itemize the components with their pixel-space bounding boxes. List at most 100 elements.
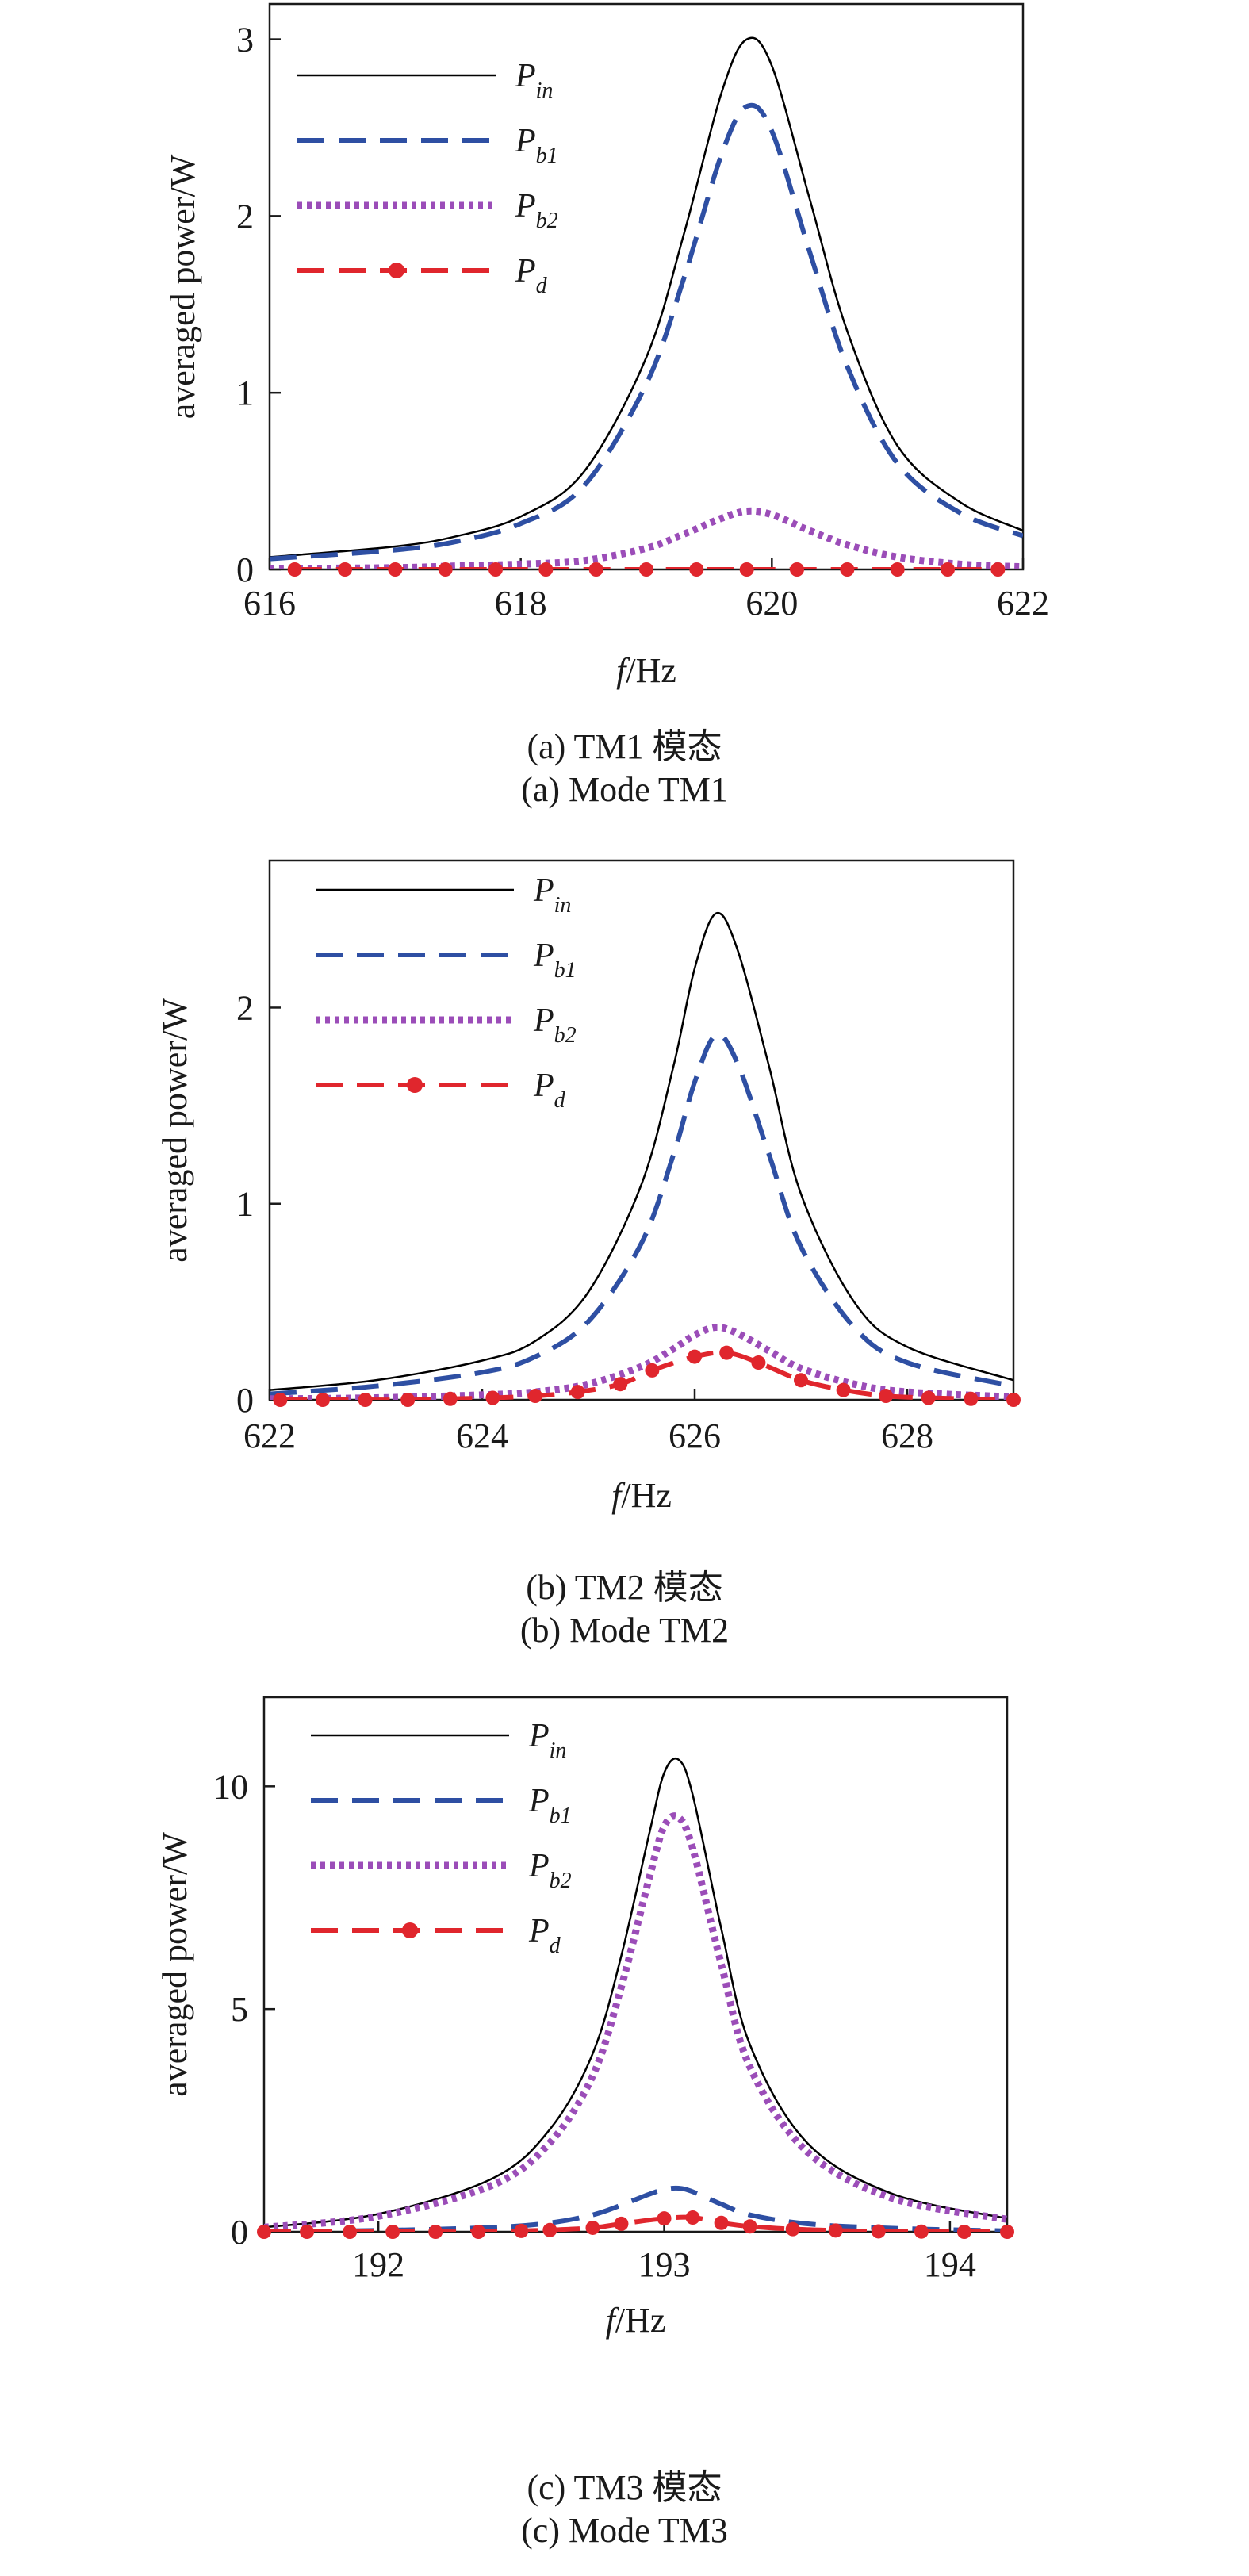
y-axis-label: averaged power/W <box>155 998 194 1263</box>
chart-b-svg: 622 624 626 628 0 1 2 f/Hz averaged power/W Pin Pb… <box>155 859 1021 1515</box>
x-axis-label-unit: /Hz <box>626 651 676 690</box>
x-axis-label: f/Hz <box>616 651 676 690</box>
caption-cn-c: (c) TM3 模态 <box>527 2468 722 2507</box>
x-tick-label: 192 <box>352 2245 404 2284</box>
x-tick-label: 622 <box>243 1416 296 1455</box>
data-point-pd <box>751 1355 766 1370</box>
data-point-pd <box>685 2210 700 2225</box>
legend-label-pd: Pd <box>528 1913 561 1958</box>
data-point-pd <box>485 1390 500 1405</box>
legend-label-pb1: Pb1 <box>528 1783 572 1828</box>
legend-label-pb1: Pb1 <box>533 937 577 983</box>
data-point-pd <box>990 562 1006 577</box>
y-tick-label: 1 <box>236 374 254 412</box>
data-point-pd <box>689 562 704 577</box>
data-point-pd <box>794 1373 808 1388</box>
chart-panel-a: 616 618 620 622 0 1 2 3 f/Hz averaged power/W Pin P… <box>0 0 1249 825</box>
legend-label-pd: Pd <box>533 1068 566 1113</box>
data-point-pd <box>1000 2225 1014 2239</box>
data-point-pd <box>964 1391 979 1406</box>
data-point-pd <box>1006 1393 1021 1407</box>
data-point-pd <box>714 2215 729 2230</box>
y-tick-label: 2 <box>236 988 254 1027</box>
data-point-pd <box>343 2225 358 2239</box>
data-point-pd <box>538 562 554 577</box>
legend-label-pb2: Pb2 <box>528 1848 572 1893</box>
chart-a-svg: 616 618 620 622 0 1 2 3 f/Hz averaged power/W Pin P… <box>163 2 1049 690</box>
data-point-pd <box>836 1382 851 1397</box>
data-point-pd <box>657 2211 672 2226</box>
caption-en-c: (c) Mode TM3 <box>521 2511 728 2550</box>
x-tick-label: 194 <box>924 2245 976 2284</box>
data-point-pd <box>443 1391 458 1406</box>
data-point-pd <box>645 1363 660 1378</box>
data-point-pd <box>542 2222 557 2237</box>
plot-frame <box>262 1696 1009 2233</box>
y-tick-label: 0 <box>236 1381 254 1420</box>
y-tick-label: 5 <box>231 1990 248 2029</box>
data-point-pd <box>438 562 453 577</box>
data-point-pd <box>785 2221 800 2237</box>
y-tick-label: 0 <box>231 2213 248 2252</box>
series-line-pin <box>270 36 1023 558</box>
legend-marker-pd <box>389 263 404 278</box>
x-tick-label: 616 <box>243 584 296 623</box>
y-tick-label: 1 <box>236 1185 254 1224</box>
data-point-pd <box>570 1385 585 1400</box>
data-point-pd <box>879 1389 894 1404</box>
y-tick-label: 10 <box>213 1767 248 1806</box>
series-line-pb2 <box>264 1812 1007 2231</box>
data-point-pd <box>273 1393 288 1407</box>
data-point-pd <box>300 2225 315 2239</box>
data-point-pd <box>890 562 905 577</box>
legend-marker-pd <box>407 1077 423 1093</box>
series-line-pin <box>264 1757 1007 2229</box>
data-point-pd <box>921 1390 936 1405</box>
data-point-pd <box>400 1393 416 1407</box>
x-tick-label: 620 <box>745 584 798 623</box>
x-axis-label-unit: /Hz <box>615 2301 666 2340</box>
data-point-pd <box>287 562 302 577</box>
data-point-pd <box>828 2223 843 2238</box>
y-tick-label: 0 <box>236 550 254 589</box>
data-point-pd <box>941 562 955 577</box>
data-point-pd <box>614 2216 629 2231</box>
x-tick-label: 193 <box>638 2245 691 2284</box>
caption-en-a: (a) Mode TM1 <box>521 770 728 809</box>
caption-en-b: (b) Mode TM2 <box>519 1611 730 1650</box>
legend-label-pb1: Pb1 <box>515 123 558 168</box>
data-point-pd <box>428 2225 443 2239</box>
y-tick-label: 2 <box>236 197 254 236</box>
data-point-pd <box>471 2225 486 2239</box>
legend-marker-pd <box>402 1922 418 1938</box>
x-tick-label: 622 <box>997 584 1049 623</box>
legend-label-pin: Pin <box>528 1718 566 1763</box>
x-axis-label: f/Hz <box>606 2301 666 2340</box>
caption-cn-a: (a) TM1 模态 <box>527 727 722 766</box>
data-point-pd <box>338 562 352 577</box>
series-line-pb1 <box>270 102 1023 562</box>
plot-frame <box>268 859 1015 1401</box>
data-point-pd <box>790 562 804 577</box>
y-tick-label: 3 <box>236 21 254 59</box>
legend-label-pin: Pin <box>533 872 571 918</box>
x-axis-label: f/Hz <box>611 1476 672 1515</box>
chart-panel-c: 192 193 194 0 5 10 f/Hz averaged power/W Pin Pb1 P… <box>0 1696 1249 2570</box>
data-point-pd <box>639 562 653 577</box>
data-point-pd <box>719 1345 734 1360</box>
y-axis-label: averaged power/W <box>155 1832 194 2097</box>
chart-c-svg: 192 193 194 0 5 10 f/Hz averaged power/W Pin Pb1 P… <box>155 1696 1014 2340</box>
legend-label-pd: Pd <box>515 253 548 298</box>
data-point-pd <box>613 1377 628 1392</box>
data-point-pd <box>514 2223 529 2238</box>
data-point-pd <box>914 2224 929 2239</box>
data-point-pd <box>488 562 503 577</box>
data-point-pd <box>528 1389 542 1404</box>
x-tick-label: 618 <box>495 584 547 623</box>
x-tick-label: 626 <box>669 1416 721 1455</box>
data-point-pd <box>585 2220 600 2235</box>
x-tick-label: 628 <box>881 1416 933 1455</box>
series-line-pd <box>264 2214 1007 2232</box>
data-point-pd <box>956 2225 971 2239</box>
series-line-pb2 <box>270 1323 1013 1400</box>
